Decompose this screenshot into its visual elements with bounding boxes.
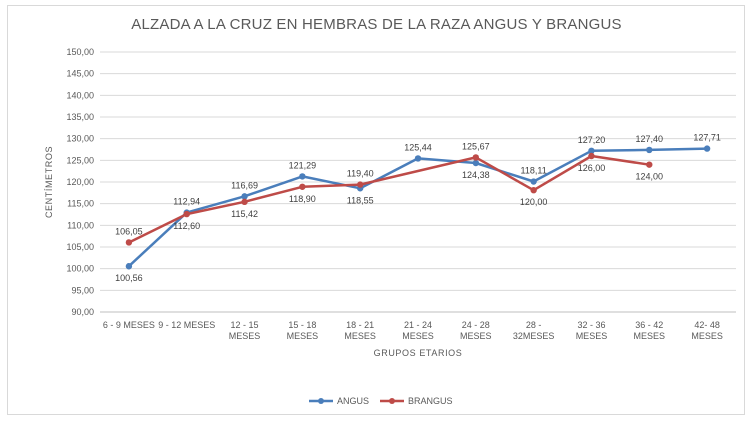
angus-point [241, 193, 248, 200]
angus-point [530, 178, 537, 185]
x-tick-label: 12 - 15 [231, 320, 259, 330]
x-tick-label: 18 - 21 [346, 320, 374, 330]
brangus-data-label: 115,42 [231, 209, 258, 219]
x-tick-label: 24 - 28 [462, 320, 490, 330]
x-tick-label: 32 - 36 [577, 320, 605, 330]
angus-point [646, 146, 653, 154]
brangus-series-line [128, 154, 650, 244]
y-tick-label: 140,00 [66, 90, 94, 100]
brangus-point [646, 161, 653, 168]
brangus-data-label: 126,00 [578, 163, 606, 173]
x-tick-label: MESES [691, 331, 723, 341]
x-tick-label: MESES [634, 331, 666, 341]
angus-data-label: 118,11 [521, 166, 547, 176]
y-tick-label: 105,00 [66, 242, 94, 252]
x-tick-label: 6 - 9 MESES [103, 320, 155, 330]
angus-data-label: 118,55 [347, 195, 374, 205]
chart-title: ALZADA A LA CRUZ EN HEMBRAS DE LA RAZA A… [131, 16, 622, 33]
x-tick-label: 32MESES [513, 331, 555, 341]
x-tick-label: 36 - 42 [635, 320, 663, 330]
angus-data-label: 121,29 [289, 160, 317, 170]
brangus-data-label: 112,60 [173, 221, 200, 231]
x-tick-label: 21 - 24 [404, 320, 432, 330]
x-tick-label: MESES [460, 331, 492, 341]
y-tick-label: 90,00 [71, 307, 94, 317]
brangus-data-label: 118,90 [289, 194, 316, 204]
brangus-point [472, 154, 480, 161]
brangus-point [183, 210, 190, 218]
angus-point [299, 173, 306, 180]
angus-data-label: 127,40 [636, 134, 664, 144]
angus-data-label: 125,44 [404, 142, 432, 152]
y-tick-label: 130,00 [66, 134, 94, 144]
x-tick-label: 42- 48 [694, 320, 720, 330]
y-tick-label: 115,00 [67, 199, 94, 209]
y-axis-title: CENTÍMETROS [44, 146, 54, 218]
brangus-data-label: 120,00 [520, 197, 548, 207]
x-tick-label: MESES [287, 331, 319, 341]
angus-data-label: 116,69 [231, 180, 258, 190]
angus-data-label: 124,38 [462, 170, 490, 180]
brangus-data-label: 124,00 [636, 172, 664, 182]
legend-marker-brangus [389, 398, 395, 404]
angus-point [472, 159, 480, 167]
x-tick-label: MESES [402, 331, 434, 341]
y-tick-label: 95,00 [71, 285, 94, 295]
y-tick-label: 125,00 [66, 155, 94, 165]
x-tick-label: MESES [344, 331, 376, 341]
x-tick-label: 15 - 18 [288, 320, 316, 330]
x-tick-label: MESES [576, 331, 608, 341]
y-tick-label: 120,00 [66, 177, 94, 187]
legend-label-brangus: BRANGUS [408, 396, 453, 406]
angus-data-label: 100,56 [115, 273, 143, 283]
brangus-data-label: 125,67 [462, 141, 490, 151]
angus-point [125, 263, 133, 270]
angus-point [414, 155, 422, 162]
y-tick-label: 110,00 [67, 220, 94, 230]
angus-data-label: 127,20 [578, 135, 606, 145]
brangus-point [588, 152, 595, 160]
y-tick-label: 100,00 [66, 264, 94, 274]
brangus-point [241, 198, 248, 206]
y-tick-label: 150,00 [66, 47, 94, 57]
y-tick-label: 145,00 [66, 69, 94, 79]
legend-marker-angus [318, 398, 324, 404]
y-tick-label: 135,00 [66, 112, 94, 122]
angus-data-label: 112,94 [173, 197, 200, 207]
brangus-point [125, 239, 133, 246]
brangus-point [299, 183, 306, 190]
brangus-point [356, 181, 364, 188]
angus-point [703, 145, 711, 152]
x-tick-label: MESES [229, 331, 261, 341]
x-tick-label: 28 - [526, 320, 542, 330]
angus-data-label: 127,71 [693, 133, 721, 143]
x-tick-label: 9 - 12 MESES [158, 320, 215, 330]
angus-point [588, 147, 595, 154]
legend-label-angus: ANGUS [337, 396, 369, 406]
x-axis-title: GRUPOS ETARIOS [374, 348, 463, 358]
brangus-data-label: 106,05 [115, 226, 143, 236]
brangus-data-label: 119,40 [347, 169, 374, 179]
brangus-point [530, 186, 537, 194]
